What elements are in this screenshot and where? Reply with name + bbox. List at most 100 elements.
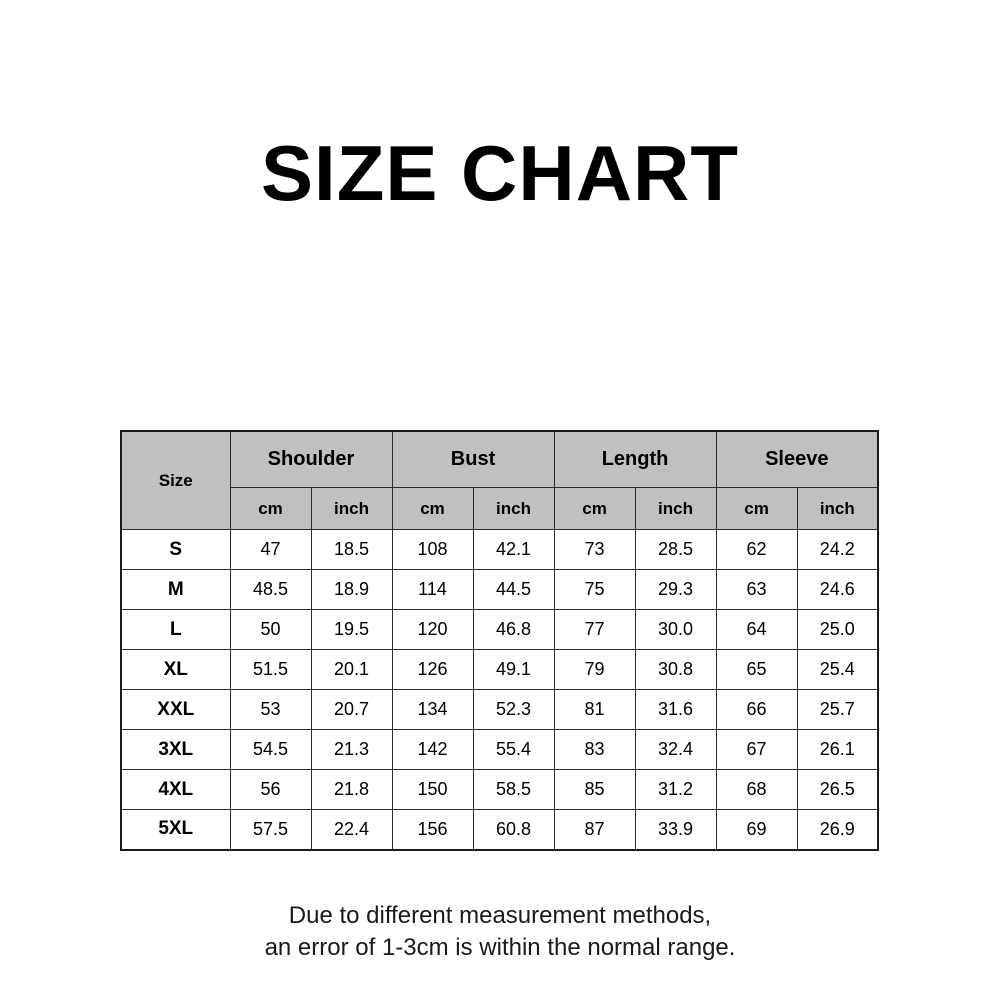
disclaimer-line-1: Due to different measurement methods, [288, 902, 712, 929]
cell-shoulder-cm: 51.5 [229, 649, 312, 690]
cell-bust-inch: 42.1 [472, 529, 555, 570]
cell-sleeve-inch: 25.7 [796, 689, 879, 730]
cell-shoulder-inch: 19.5 [310, 609, 393, 650]
cell-shoulder-cm: 50 [229, 609, 312, 650]
cell-shoulder-inch: 21.3 [310, 729, 393, 770]
cell-size: S [120, 529, 231, 570]
column-header-sleeve-cm: cm [715, 487, 798, 530]
size-chart-table-container: Size Shoulder Bust Length Sleeve cm inch… [120, 430, 880, 851]
cell-length-cm: 75 [553, 569, 636, 610]
cell-shoulder-inch: 18.5 [310, 529, 393, 570]
cell-sleeve-inch: 25.4 [796, 649, 879, 690]
cell-sleeve-inch: 26.5 [796, 769, 879, 810]
column-group-length: Length [553, 430, 717, 488]
column-header-shoulder-cm: cm [229, 487, 312, 530]
cell-sleeve-cm: 65 [715, 649, 798, 690]
column-header-bust-inch: inch [472, 487, 555, 530]
column-group-bust: Bust [391, 430, 555, 488]
cell-bust-inch: 52.3 [472, 689, 555, 730]
cell-length-inch: 33.9 [634, 809, 717, 850]
cell-length-cm: 81 [553, 689, 636, 730]
cell-shoulder-cm: 57.5 [229, 809, 312, 850]
table-row: 4XL 56 21.8 150 58.5 85 31.2 68 26.5 [120, 769, 879, 810]
cell-size: XXL [120, 689, 231, 730]
cell-shoulder-cm: 54.5 [229, 729, 312, 770]
cell-sleeve-cm: 64 [715, 609, 798, 650]
cell-sleeve-inch: 26.9 [796, 809, 879, 850]
cell-bust-cm: 126 [391, 649, 474, 690]
cell-bust-cm: 120 [391, 609, 474, 650]
table-row: XXL 53 20.7 134 52.3 81 31.6 66 25.7 [120, 689, 879, 730]
table-header-group-row: Size Shoulder Bust Length Sleeve [120, 430, 879, 530]
cell-sleeve-cm: 63 [715, 569, 798, 610]
table-header: Size Shoulder Bust Length Sleeve cm inch… [120, 430, 879, 530]
column-group-sleeve: Sleeve [715, 430, 879, 488]
disclaimer-line-2: an error of 1-3cm is within the normal r… [264, 934, 736, 962]
cell-bust-inch: 58.5 [472, 769, 555, 810]
cell-length-inch: 29.3 [634, 569, 717, 610]
cell-length-cm: 77 [553, 609, 636, 650]
cell-bust-cm: 108 [391, 529, 474, 570]
column-header-length-cm: cm [553, 487, 636, 530]
table-header-unit-row: cm inch cm inch cm inch cm inch [121, 487, 879, 530]
cell-shoulder-inch: 20.1 [310, 649, 393, 690]
cell-length-inch: 31.2 [634, 769, 717, 810]
cell-length-cm: 79 [553, 649, 636, 690]
cell-size: M [120, 569, 231, 610]
cell-shoulder-inch: 18.9 [310, 569, 393, 610]
cell-bust-inch: 44.5 [472, 569, 555, 610]
cell-length-inch: 28.5 [634, 529, 717, 570]
cell-sleeve-inch: 25.0 [796, 609, 879, 650]
table-body: S 47 18.5 108 42.1 73 28.5 62 24.2 M 48.… [120, 529, 879, 850]
cell-sleeve-inch: 24.2 [796, 529, 879, 570]
cell-bust-cm: 134 [391, 689, 474, 730]
cell-bust-cm: 150 [391, 769, 474, 810]
cell-sleeve-inch: 26.1 [796, 729, 879, 770]
cell-shoulder-inch: 21.8 [310, 769, 393, 810]
column-header-shoulder-inch: inch [310, 487, 393, 530]
size-chart-table: Size Shoulder Bust Length Sleeve cm inch… [120, 430, 880, 851]
cell-bust-cm: 156 [391, 809, 474, 850]
cell-size: 3XL [120, 729, 231, 770]
cell-bust-inch: 60.8 [472, 809, 555, 850]
cell-length-cm: 83 [553, 729, 636, 770]
cell-shoulder-cm: 53 [229, 689, 312, 730]
column-header-size: Size [120, 430, 231, 530]
cell-sleeve-cm: 69 [715, 809, 798, 850]
cell-shoulder-cm: 47 [229, 529, 312, 570]
table-row: XL 51.5 20.1 126 49.1 79 30.8 65 25.4 [120, 649, 879, 690]
cell-bust-cm: 142 [391, 729, 474, 770]
cell-bust-inch: 46.8 [472, 609, 555, 650]
cell-sleeve-cm: 67 [715, 729, 798, 770]
cell-bust-cm: 114 [391, 569, 474, 610]
cell-sleeve-cm: 66 [715, 689, 798, 730]
table-row: M 48.5 18.9 114 44.5 75 29.3 63 24.6 [120, 569, 879, 610]
cell-size: XL [120, 649, 231, 690]
cell-shoulder-inch: 20.7 [310, 689, 393, 730]
cell-sleeve-cm: 68 [715, 769, 798, 810]
cell-sleeve-cm: 62 [715, 529, 798, 570]
table-row: S 47 18.5 108 42.1 73 28.5 62 24.2 [120, 529, 879, 570]
column-header-bust-cm: cm [391, 487, 474, 530]
cell-length-cm: 87 [553, 809, 636, 850]
column-header-length-inch: inch [634, 487, 717, 530]
cell-size: 4XL [120, 769, 231, 810]
cell-length-cm: 73 [553, 529, 636, 570]
cell-length-inch: 32.4 [634, 729, 717, 770]
cell-size: L [120, 609, 231, 650]
cell-shoulder-cm: 48.5 [229, 569, 312, 610]
cell-size: 5XL [120, 809, 231, 850]
cell-sleeve-inch: 24.6 [796, 569, 879, 610]
cell-shoulder-inch: 22.4 [310, 809, 393, 850]
table-row: 5XL 57.5 22.4 156 60.8 87 33.9 69 26.9 [120, 809, 879, 850]
table-row: 3XL 54.5 21.3 142 55.4 83 32.4 67 26.1 [120, 729, 879, 770]
column-group-shoulder: Shoulder [229, 430, 393, 488]
column-header-sleeve-inch: inch [796, 487, 879, 530]
cell-length-inch: 31.6 [634, 689, 717, 730]
table-row: L 50 19.5 120 46.8 77 30.0 64 25.0 [120, 609, 879, 650]
cell-length-inch: 30.0 [634, 609, 717, 650]
cell-length-inch: 30.8 [634, 649, 717, 690]
cell-shoulder-cm: 56 [229, 769, 312, 810]
page-title: SIZE CHART [261, 129, 739, 217]
measurement-disclaimer: Due to different measurement methods, an… [0, 900, 1000, 965]
